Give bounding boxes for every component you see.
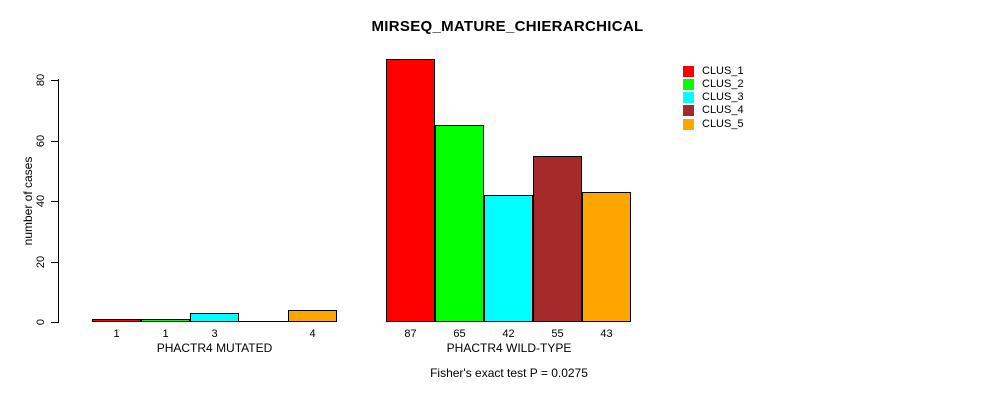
bar-clus_5 <box>288 310 337 322</box>
y-axis-line <box>58 79 59 323</box>
y-axis-title: number of cases <box>21 156 35 246</box>
legend-swatch-clus_4 <box>683 105 694 117</box>
bar-clus_2 <box>141 319 190 322</box>
y-tick <box>51 262 58 263</box>
group-label-mutated: PHACTR4 MUTATED <box>156 341 273 355</box>
bar-value-label: 43 <box>600 328 613 340</box>
y-tick <box>51 80 58 81</box>
bar-value-label: 65 <box>453 328 466 340</box>
legend-swatch-clus_5 <box>683 118 694 130</box>
bar-value-label: 87 <box>404 328 417 340</box>
legend-swatch-clus_1 <box>683 65 694 77</box>
bar-clus_4 <box>533 156 582 322</box>
bar-clus_3 <box>484 195 533 322</box>
bar-value-label: 1 <box>113 328 120 340</box>
y-tick-label: 40 <box>35 194 47 208</box>
legend-label: CLUS_4 <box>702 104 744 117</box>
bar-clus_5 <box>582 192 631 322</box>
legend-swatch-clus_3 <box>683 92 694 104</box>
bar-clus_4-zero <box>239 321 288 322</box>
y-tick <box>51 201 58 202</box>
bar-clus_2 <box>435 125 484 322</box>
legend-label: CLUS_5 <box>702 117 744 130</box>
y-tick-label: 60 <box>35 134 47 148</box>
bar-clus_1 <box>92 319 141 322</box>
y-tick-label: 20 <box>35 255 47 269</box>
y-tick <box>51 141 58 142</box>
legend-swatch-clus_2 <box>683 78 694 90</box>
legend-label: CLUS_2 <box>702 77 744 90</box>
legend-label: CLUS_1 <box>702 64 744 77</box>
bar-value-label: 42 <box>502 328 515 340</box>
bar-clus_1 <box>386 59 435 322</box>
bar-value-label: 1 <box>162 328 169 340</box>
y-tick <box>51 322 58 323</box>
group-label-wildtype: PHACTR4 WILD-TYPE <box>446 341 572 355</box>
chart-title: MIRSEQ_MATURE_CHIERARCHICAL <box>371 18 644 35</box>
bar-value-label: 4 <box>309 328 316 340</box>
legend-label: CLUS_3 <box>702 91 744 104</box>
y-tick-label: 80 <box>35 73 47 87</box>
bar-value-label: 55 <box>551 328 564 340</box>
bar-clus_3 <box>190 313 239 322</box>
fisher-test-annotation: Fisher's exact test P = 0.0275 <box>430 366 588 380</box>
bar-value-label: 3 <box>211 328 218 340</box>
y-tick-label: 0 <box>35 318 47 326</box>
